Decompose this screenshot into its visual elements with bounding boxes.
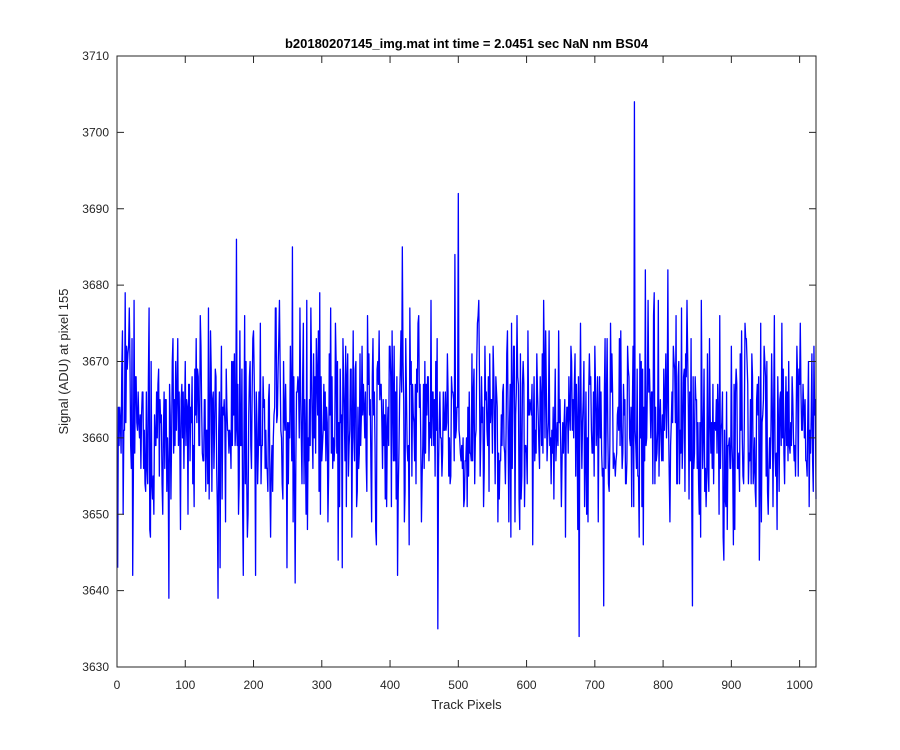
y-axis-label: Signal (ADU) at pixel 155 xyxy=(56,289,71,435)
x-tick-label: 700 xyxy=(585,678,605,692)
x-tick-label: 400 xyxy=(380,678,400,692)
chart-title: b20180207145_img.mat int time = 2.0451 s… xyxy=(285,36,649,51)
y-tick-label: 3630 xyxy=(82,660,109,674)
y-tick-label: 3700 xyxy=(82,125,109,139)
axis-ticks: 0 100 200 300 400 500 600 700 800 900 1000 3630 3640… xyxy=(82,49,816,692)
y-tick-label: 3680 xyxy=(82,278,109,292)
x-tick-label: 600 xyxy=(517,678,537,692)
y-tick-label: 3710 xyxy=(82,49,109,63)
y-tick-label: 3670 xyxy=(82,355,109,369)
x-tick-label: 200 xyxy=(244,678,264,692)
x-tick-label: 300 xyxy=(312,678,332,692)
x-tick-label: 900 xyxy=(721,678,741,692)
x-axis-label: Track Pixels xyxy=(431,697,502,712)
x-tick-label: 1000 xyxy=(786,678,813,692)
x-tick-label: 800 xyxy=(653,678,673,692)
y-tick-label: 3640 xyxy=(82,584,109,598)
y-tick-label: 3650 xyxy=(82,507,109,521)
y-tick-label: 3690 xyxy=(82,202,109,216)
x-tick-label: 0 xyxy=(114,678,121,692)
axes-frame xyxy=(116,55,817,668)
y-tick-label: 3660 xyxy=(82,431,109,445)
signal-series-line xyxy=(117,101,817,638)
x-tick-label: 100 xyxy=(175,678,195,692)
x-tick-label: 500 xyxy=(448,678,468,692)
